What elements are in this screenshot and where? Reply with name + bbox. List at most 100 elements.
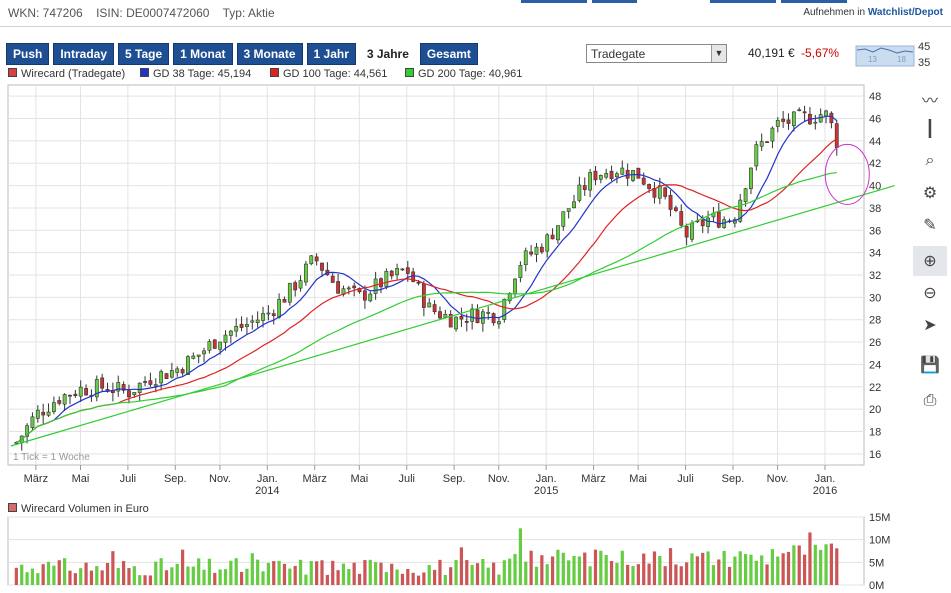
volume-bar xyxy=(282,563,287,585)
candle xyxy=(153,384,158,387)
candle xyxy=(261,313,265,321)
zoom-in-icon[interactable]: ⊕ xyxy=(913,246,947,276)
draw-tool-icon[interactable]: ✎ xyxy=(913,210,947,240)
volume-bar xyxy=(186,566,190,585)
candle xyxy=(641,177,646,185)
volume-bar xyxy=(593,549,598,585)
save-icon[interactable]: 💾 xyxy=(913,350,947,380)
candle xyxy=(68,394,72,397)
mini-chart-icon[interactable]: 13 18 45 35 xyxy=(853,40,948,68)
x-tick-label: Juli xyxy=(120,473,137,485)
range-button-1-monat[interactable]: 1 Monat xyxy=(173,43,233,65)
range-button-intraday[interactable]: Intraday xyxy=(53,43,115,65)
candle xyxy=(78,386,83,397)
volume-bar xyxy=(138,575,142,585)
candle xyxy=(73,393,78,397)
volume-bar xyxy=(540,555,544,585)
volume-bar xyxy=(63,558,67,585)
candle xyxy=(427,302,432,308)
volume-bar xyxy=(733,556,737,585)
volume-title-text: Wirecard Volumen in Euro xyxy=(21,503,149,515)
volume-bar xyxy=(191,566,195,585)
range-button-gesamt[interactable]: Gesamt xyxy=(419,43,478,65)
volume-bar xyxy=(770,549,775,585)
indicator-icon[interactable]: ⌕ xyxy=(913,146,947,176)
candle xyxy=(143,381,147,383)
volume-bar xyxy=(272,561,276,585)
candle xyxy=(459,316,464,320)
candle xyxy=(132,392,137,396)
x-tick-label: Jan. xyxy=(815,473,836,485)
volume-bar xyxy=(374,562,378,585)
candle xyxy=(765,141,769,144)
ohlc-chart-icon[interactable]: ┃ xyxy=(913,114,947,144)
legend-item: GD 200 Tage: 40,961 xyxy=(405,68,522,80)
candle xyxy=(51,402,56,413)
pointer-icon[interactable]: ➤ xyxy=(913,310,947,340)
time-range-selector: Push Intraday 5 Tage 1 Monat 3 Monate 1 Jahr 3… xyxy=(6,43,478,65)
volume-bar xyxy=(550,556,555,585)
x-tick-label: Juli xyxy=(677,473,694,485)
volume-bar xyxy=(776,556,780,585)
volume-bar xyxy=(357,573,362,585)
candle xyxy=(491,313,496,324)
x-year-label: 2014 xyxy=(255,485,279,497)
volume-y-label: 5M xyxy=(869,557,884,569)
watchlist-depot-link[interactable]: Watchlist/Depot xyxy=(867,7,943,18)
volume-bar xyxy=(411,572,415,585)
candle xyxy=(791,111,796,127)
candle xyxy=(30,416,35,428)
mini-x-label: 18 xyxy=(897,55,906,64)
volume-bar xyxy=(111,551,115,585)
type-label: Typ: Aktie xyxy=(222,6,275,20)
legend-label: GD 38 Tage: 45,194 xyxy=(153,68,252,80)
volume-bar xyxy=(25,572,29,585)
candle xyxy=(277,299,282,318)
y-tick-label: 32 xyxy=(869,270,881,282)
volume-bar xyxy=(459,547,464,585)
chevron-down-icon[interactable]: ▼ xyxy=(711,45,726,62)
exchange-select[interactable]: Tradegate ▼ xyxy=(586,44,727,63)
price-chart[interactable]: 16 18 20 22 24 26 28 30 32 34 36 38 40 42 44 46 48 März Ma… xyxy=(0,80,912,500)
volume-bar xyxy=(631,566,635,585)
volume-bar xyxy=(197,558,201,585)
candle xyxy=(486,312,491,314)
y-tick-label: 44 xyxy=(869,136,881,148)
line-chart-icon[interactable]: 〰 xyxy=(913,84,947,114)
x-tick-label: Sep. xyxy=(722,473,745,485)
security-info: WKN: 747206 ISIN: DE0007472060 Typ: Akti… xyxy=(8,6,285,20)
print-icon[interactable]: ⎙ xyxy=(913,386,947,416)
volume-bar xyxy=(336,570,340,585)
candle xyxy=(690,222,694,240)
x-tick-label: März xyxy=(581,473,605,485)
zoom-in-icon-glyph: ⊕ xyxy=(923,253,937,270)
settings-icon[interactable]: ⚙ xyxy=(913,178,947,208)
candle xyxy=(647,184,651,189)
volume-bar xyxy=(668,548,673,585)
volume-bar xyxy=(626,564,630,585)
candle xyxy=(57,400,62,404)
zoom-out-icon[interactable]: ⊖ xyxy=(913,278,947,308)
candle xyxy=(207,341,212,351)
candle xyxy=(577,184,582,201)
candle xyxy=(615,173,619,178)
x-tick-label: Juli xyxy=(398,473,415,485)
quote-header: WKN: 747206 ISIN: DE0007472060 Typ: Akti… xyxy=(0,0,951,27)
candle xyxy=(539,246,544,253)
range-button-push[interactable]: Push xyxy=(6,43,50,65)
candle xyxy=(164,373,169,379)
range-button-3-monate[interactable]: 3 Monate xyxy=(236,43,303,65)
draw-tool-icon-glyph: ✎ xyxy=(923,217,937,234)
range-button-1-jahr[interactable]: 1 Jahr xyxy=(306,43,356,65)
range-button-5-tage[interactable]: 5 Tage xyxy=(118,43,170,65)
y-tick-label: 26 xyxy=(869,337,881,349)
candle xyxy=(389,270,394,277)
range-button-3-jahre[interactable]: 3 Jahre xyxy=(359,43,416,65)
volume-title: Wirecard Volumen in Euro xyxy=(8,503,149,515)
candle xyxy=(169,370,174,378)
volume-bar xyxy=(46,561,51,585)
legend-label: GD 100 Tage: 44,561 xyxy=(283,68,388,80)
line-chart-icon-glyph: 〰 xyxy=(921,93,938,110)
candle xyxy=(314,256,319,262)
volume-bar xyxy=(384,572,388,585)
